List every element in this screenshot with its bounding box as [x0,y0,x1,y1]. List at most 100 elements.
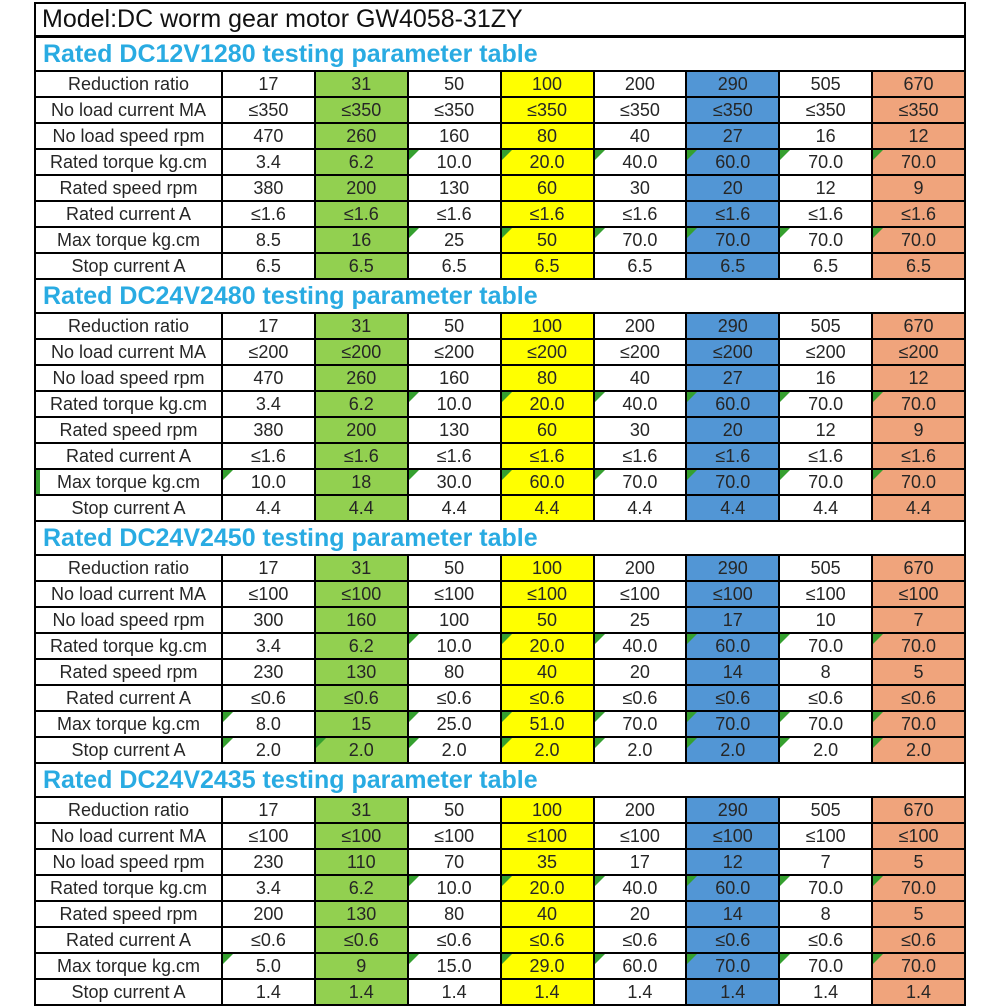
cell-value: 40 [499,900,595,928]
cell-value: 230 [221,658,316,686]
cell-value: ≤1.6 [871,442,966,470]
cell-value: 5 [871,900,966,928]
comment-marker-icon [874,713,884,722]
table-row: Rated torque kg.cm 3.4 6.2 10.0 20.0 40.0 60.0… [34,632,966,660]
table-row: Rated speed rpm 380 200 130 60 30 20 12 9 [34,416,966,444]
row-label: No load current MA [34,580,223,608]
cell-value: 29.0 [499,952,595,980]
cell-value: 10.0 [406,148,502,176]
comment-marker-icon [688,393,698,402]
cell-value: 10.0 [221,468,316,496]
table-row: Rated current A ≤1.6 ≤1.6 ≤1.6 ≤1.6 ≤1.6 ≤1.6 ≤… [34,200,966,228]
cell-value: 2.0 [778,736,874,764]
parameter-table: Reduction ratio 17 31 50 100 200 290 505 670 No l… [34,796,966,1006]
comment-marker-icon [409,151,419,160]
comment-marker-icon [688,877,698,886]
cell-value: ≤1.6 [406,442,502,470]
cell-value: 5.0 [221,952,316,980]
row-label: Rated torque kg.cm [34,632,223,660]
row-label: Stop current A [34,494,223,522]
cell-value: 130 [313,658,409,686]
cell-value: 70.0 [871,874,966,902]
cell-value: ≤1.6 [592,200,688,228]
cell-value: 70.0 [592,226,688,254]
cell-value: 10.0 [406,390,502,418]
cell-value: 505 [778,796,874,824]
cell-value: 17 [221,554,316,582]
cell-value: 2.0 [313,736,409,764]
cell-value: 200 [313,416,409,444]
comment-marker-icon [874,877,884,886]
cell-value: 16 [778,122,874,150]
cell-value: 1.4 [406,978,502,1006]
row-label: Reduction ratio [34,554,223,582]
cell-value: 2.0 [499,736,595,764]
comment-marker-icon [502,151,512,160]
cell-value: 9 [871,174,966,202]
cell-value: 6.5 [221,252,316,280]
cell-value: 70.0 [871,226,966,254]
cell-value: 380 [221,174,316,202]
cell-value: ≤200 [406,338,502,366]
table-row: Rated current A ≤0.6 ≤0.6 ≤0.6 ≤0.6 ≤0.6 ≤0.6 ≤… [34,684,966,712]
comment-marker-icon [595,955,605,964]
row-label: Max torque kg.cm [34,468,223,496]
cell-value: 100 [499,312,595,340]
cell-value: 260 [313,122,409,150]
cell-value: ≤0.6 [871,926,966,954]
comment-marker-icon [781,151,791,160]
cell-value: 8 [778,900,874,928]
cell-value: ≤1.6 [685,442,781,470]
cell-value: 290 [685,70,781,98]
comment-marker-icon [223,739,233,748]
cell-value: 160 [406,122,502,150]
cell-value: 200 [592,796,688,824]
row-label: Rated current A [34,200,223,228]
comment-marker-icon [781,471,791,480]
cell-value: 25 [406,226,502,254]
comment-marker-icon [502,635,512,644]
cell-value: 70.0 [778,710,874,738]
table-row: Stop current A 1.4 1.4 1.4 1.4 1.4 1.4 1.4 1.4 [34,978,966,1006]
cell-value: 100 [499,70,595,98]
table-row: Rated torque kg.cm 3.4 6.2 10.0 20.0 40.0 60.0… [34,390,966,418]
table-row: Reduction ratio 17 31 50 100 200 290 505 670 [34,70,966,98]
table-row: Rated torque kg.cm 3.4 6.2 10.0 20.0 40.0 60.0… [34,874,966,902]
cell-value: 290 [685,554,781,582]
row-label: Rated speed rpm [34,900,223,928]
comment-marker-icon [781,739,791,748]
cell-value: 70.0 [778,874,874,902]
cell-value: 70.0 [778,952,874,980]
table-row: Rated speed rpm 200 130 80 40 20 14 8 5 [34,900,966,928]
table-row: No load current MA ≤350 ≤350 ≤350 ≤350 ≤350 ≤3… [34,96,966,124]
comment-marker-icon [223,713,233,722]
cell-value: ≤100 [592,580,688,608]
table-row: Max torque kg.cm 8.0 15 25.0 51.0 70.0 70.0 70.… [34,710,966,738]
cell-value: 50 [406,70,502,98]
cell-value: 200 [592,554,688,582]
cell-value: 70.0 [685,710,781,738]
table-row: Max torque kg.cm 10.0 18 30.0 60.0 70.0 70.0 70… [34,468,966,496]
cell-value: 17 [221,312,316,340]
cell-value: 260 [313,364,409,392]
cell-value: 4.4 [406,494,502,522]
parameter-table: Reduction ratio 17 31 50 100 200 290 505 670 No l… [34,554,966,764]
cell-value: 505 [778,70,874,98]
cell-value: 1.4 [871,978,966,1006]
cell-value: 70.0 [871,468,966,496]
cell-value: 40 [499,658,595,686]
cell-value: 3.4 [221,632,316,660]
table-title: Rated DC24V2450 testing parameter table [34,522,966,554]
comment-marker-icon [688,635,698,644]
cell-value: ≤1.6 [778,200,874,228]
comment-marker-icon [688,739,698,748]
row-label: Rated current A [34,684,223,712]
comment-marker-icon [409,393,419,402]
cell-value: ≤100 [499,580,595,608]
comment-marker-icon [409,739,419,748]
table-row: Reduction ratio 17 31 50 100 200 290 505 670 [34,554,966,582]
cell-value: 200 [221,900,316,928]
comment-marker-icon [781,713,791,722]
cell-value: 12 [685,848,781,876]
comment-marker-icon [688,229,698,238]
